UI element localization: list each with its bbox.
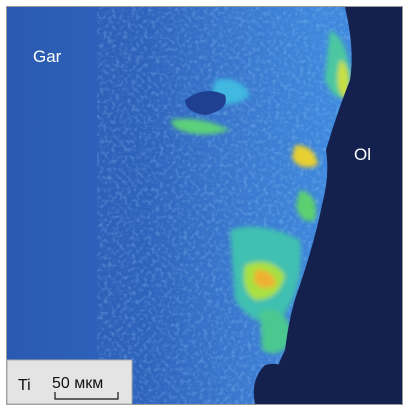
- map-area: [7, 7, 402, 404]
- scale-label: 50 мкм: [52, 375, 103, 392]
- olivine-label: Ol: [354, 145, 371, 164]
- page: Gar Ol Ti 50 мкм (() => { const data = J…: [0, 0, 409, 411]
- garnet-label: Gar: [33, 47, 62, 66]
- element-map: Gar Ol Ti 50 мкм: [0, 0, 409, 411]
- element-label: Ti: [18, 377, 31, 394]
